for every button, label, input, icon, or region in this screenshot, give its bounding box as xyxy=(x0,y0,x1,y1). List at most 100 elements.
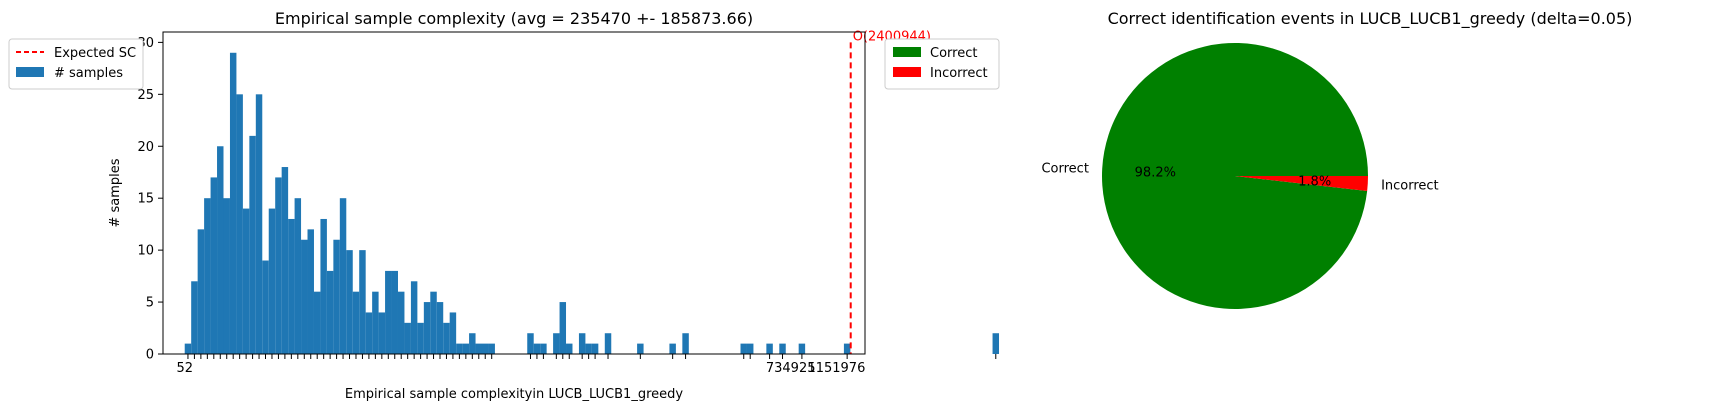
histogram-bar xyxy=(992,333,1000,354)
histogram-bar xyxy=(204,198,211,354)
histogram-bar xyxy=(397,291,405,354)
histogram-bar xyxy=(417,322,424,354)
pie-slice-incorrect xyxy=(1235,176,1368,192)
histogram-bar xyxy=(456,343,463,354)
histogram-bar xyxy=(540,343,547,354)
histogram-bar xyxy=(385,270,392,354)
histogram-bar xyxy=(391,270,398,354)
histogram-bar xyxy=(843,343,851,354)
histogram-bar xyxy=(482,343,489,354)
histogram-bar xyxy=(301,239,308,354)
histogram-legend: Expected SC # samples xyxy=(8,38,144,90)
histogram-bar xyxy=(365,312,373,354)
histogram-bar xyxy=(488,343,495,354)
pie-labels: Correct 98.2% Incorrect 1.8% xyxy=(1041,162,1438,194)
pie-slice-correct xyxy=(1102,43,1368,310)
pie-slices xyxy=(1102,43,1368,310)
histogram-bar xyxy=(566,343,573,354)
histogram-title: Empirical sample complexity (avg = 23547… xyxy=(275,9,753,28)
legend-samples-label: # samples xyxy=(54,66,123,81)
histogram-bar xyxy=(333,239,340,354)
pie-pct-label: 98.2% xyxy=(1135,165,1176,180)
pie-slice-label: Incorrect xyxy=(1381,178,1439,193)
histogram-bar xyxy=(682,333,689,354)
y-tick-label: 10 xyxy=(137,244,154,259)
histogram-bar xyxy=(288,218,295,354)
histogram-bar xyxy=(307,229,314,354)
histogram-bar xyxy=(798,343,806,354)
y-tick-label: 25 xyxy=(137,88,154,103)
histogram-bar xyxy=(242,208,250,354)
histogram-bar xyxy=(229,52,237,354)
histogram-bar xyxy=(359,250,366,354)
histogram-bar xyxy=(553,333,560,354)
histogram-chart: Empirical sample complexity (avg = 23547… xyxy=(8,9,1000,402)
legend-correct-label: Correct xyxy=(930,46,977,61)
histogram-bar xyxy=(604,333,612,354)
histogram-bar xyxy=(423,302,431,354)
legend-expected-sc-label: Expected SC xyxy=(54,46,136,61)
histogram-plot-frame xyxy=(162,31,866,355)
legend-incorrect-swatch xyxy=(893,67,921,77)
histogram-bar xyxy=(262,260,269,354)
histogram-bar xyxy=(281,167,289,354)
histogram-bar xyxy=(436,302,444,354)
histogram-bar xyxy=(352,291,360,354)
histogram-bar xyxy=(766,343,773,354)
x-tick-label: 734925 xyxy=(766,361,816,376)
histogram-bars xyxy=(184,52,1000,355)
pie-legend: Correct Incorrect xyxy=(884,38,1000,90)
histogram-bar xyxy=(779,343,786,354)
x-axis-label: Empirical sample complexityin LUCB_LUCB1… xyxy=(345,387,683,402)
histogram-bar xyxy=(637,343,644,354)
histogram-bar xyxy=(669,343,676,354)
histogram-bar xyxy=(527,333,534,354)
histogram-bar xyxy=(740,343,747,354)
histogram-bar xyxy=(449,312,457,354)
histogram-bar xyxy=(236,94,243,355)
histogram-bar xyxy=(533,343,541,354)
histogram-bar xyxy=(210,177,218,354)
histogram-bar xyxy=(469,333,476,354)
histogram-bar xyxy=(746,343,754,354)
y-tick-label: 20 xyxy=(137,140,154,155)
histogram-bar xyxy=(372,291,379,354)
histogram-bar xyxy=(346,250,353,354)
histogram-bar xyxy=(578,333,586,354)
histogram-bar xyxy=(268,208,276,354)
pie-chart: Correct identification events in LUCB_LU… xyxy=(884,9,1633,310)
histogram-bar xyxy=(184,343,192,354)
histogram-bar xyxy=(430,291,437,354)
histogram-bar xyxy=(275,177,282,354)
histogram-bar xyxy=(217,146,224,354)
legend-incorrect-label: Incorrect xyxy=(930,66,988,81)
y-axis-label: # samples xyxy=(108,158,123,227)
histogram-bar xyxy=(320,218,327,354)
x-tick-label: 1151976 xyxy=(807,361,865,376)
histogram-bar xyxy=(326,270,334,354)
histogram-bar xyxy=(313,291,321,354)
pie-title: Correct identification events in LUCB_LU… xyxy=(1108,9,1633,29)
histogram-bar xyxy=(585,343,592,354)
histogram-bar xyxy=(191,281,198,354)
legend-correct-swatch xyxy=(893,47,921,57)
pie-slice-label: Correct xyxy=(1041,162,1088,177)
histogram-bar xyxy=(294,198,302,354)
histogram-bar xyxy=(404,322,411,354)
histogram-bar xyxy=(559,302,567,354)
pie-pct-label: 1.8% xyxy=(1298,175,1331,190)
y-tick-label: 0 xyxy=(146,348,154,363)
histogram-bar xyxy=(339,198,347,354)
histogram-bar xyxy=(249,135,256,354)
histogram-bar xyxy=(255,94,263,355)
histogram-bar xyxy=(475,343,483,354)
x-tick-label: 52 xyxy=(176,361,193,376)
y-tick-label: 5 xyxy=(146,296,154,311)
histogram-bar xyxy=(197,229,205,354)
legend-samples-swatch xyxy=(16,67,44,77)
histogram-bar xyxy=(443,322,450,354)
histogram-bar xyxy=(591,343,599,354)
